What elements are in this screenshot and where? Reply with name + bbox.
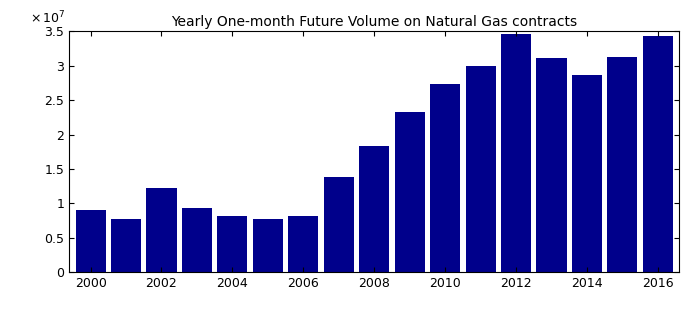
Bar [76, 210, 105, 272]
Bar [394, 112, 425, 272]
Bar [536, 58, 567, 272]
Bar [359, 146, 389, 272]
Bar [430, 84, 460, 272]
Bar [572, 75, 602, 272]
Bar [182, 208, 212, 272]
Bar [466, 66, 495, 272]
Bar [111, 218, 141, 272]
Bar [643, 36, 673, 272]
Bar [218, 216, 247, 272]
Bar [324, 177, 354, 272]
Text: $\times\,10^7$: $\times\,10^7$ [30, 10, 65, 27]
Bar [253, 218, 283, 272]
Bar [501, 34, 531, 272]
Title: Yearly One-month Future Volume on Natural Gas contracts: Yearly One-month Future Volume on Natura… [171, 15, 577, 29]
Bar [607, 58, 638, 272]
Bar [288, 216, 318, 272]
Bar [146, 187, 177, 272]
